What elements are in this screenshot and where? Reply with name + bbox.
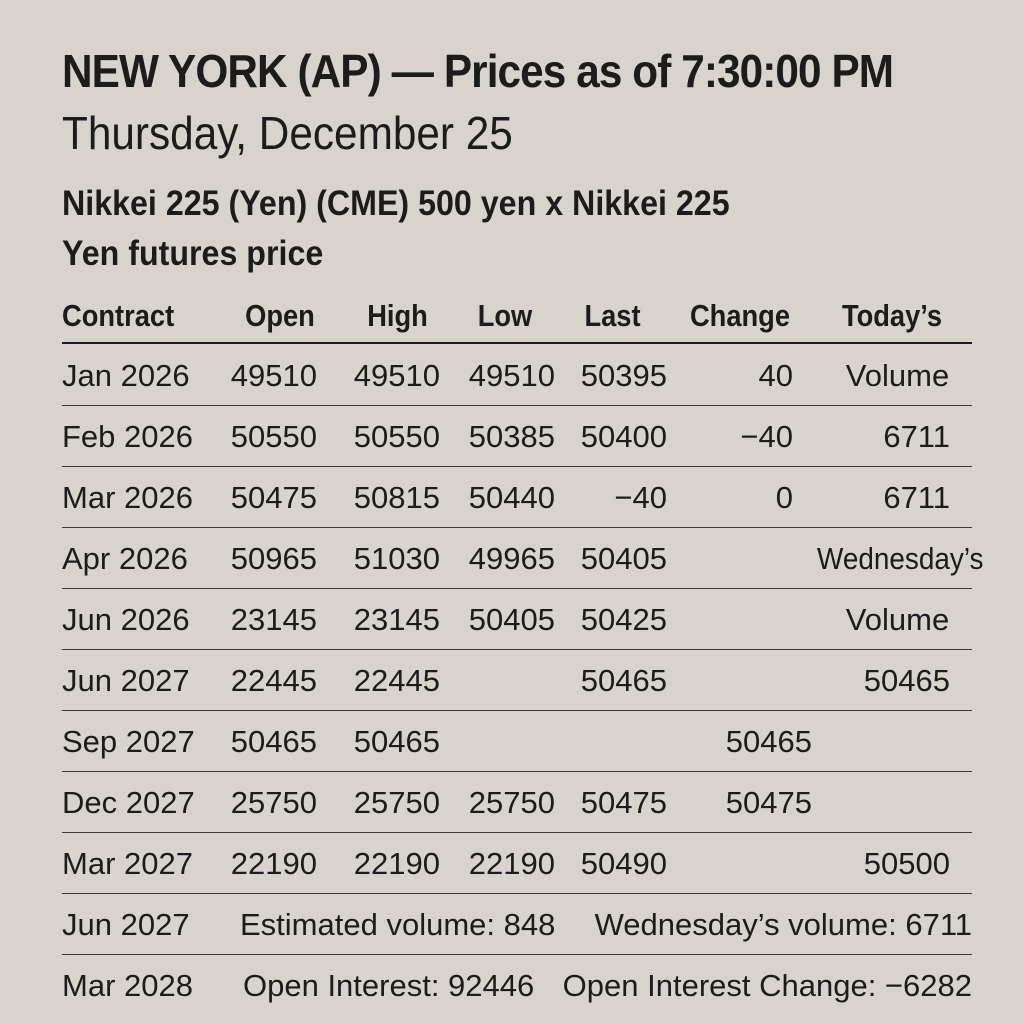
table-cell-open: 50475 <box>230 480 317 515</box>
table-cell-contract: Jan 2026 <box>62 358 190 393</box>
table-cell-high: 50815 <box>353 480 440 515</box>
column-header-change: Change <box>689 298 791 333</box>
table-cell-high: 22445 <box>353 663 440 698</box>
table-cell-low: 25750 <box>468 785 555 820</box>
table-cell-contract: Feb 2026 <box>62 419 193 454</box>
table-cell-todays: 6711 <box>883 419 950 454</box>
table-cell-todays: Wednesday’s <box>817 541 984 576</box>
table-cell-high: 51030 <box>353 541 440 576</box>
table-cell-contract: Jun 2027 <box>62 663 190 698</box>
table-cell-low: 50405 <box>468 602 555 637</box>
table-cell-open: 50465 <box>230 724 317 759</box>
table-cell-todays: 6711 <box>883 480 950 515</box>
footer-left-note: Estimated volume: 848 <box>240 907 556 942</box>
table-cell-high: 22190 <box>353 846 440 881</box>
table-cell-high: 25750 <box>353 785 440 820</box>
table-cell-last: 50465 <box>580 663 667 698</box>
table-cell-change: 50465 <box>725 724 812 759</box>
table-cell-change: 50475 <box>725 785 812 820</box>
table-cell-change: 0 <box>775 480 793 515</box>
dateline: Thursday, December 25 <box>62 107 513 159</box>
table-cell-todays: Volume <box>845 602 950 637</box>
row-rule <box>62 771 972 772</box>
table-cell-low: 22190 <box>468 846 555 881</box>
table-cell-open: 50965 <box>230 541 317 576</box>
table-cell-high: 50550 <box>353 419 440 454</box>
table-cell-open: 22190 <box>230 846 317 881</box>
footer-contract: Jun 2027 <box>62 907 190 942</box>
table-cell-open: 23145 <box>230 602 317 637</box>
footer-contract: Mar 2028 <box>62 968 193 1003</box>
table-cell-open: 22445 <box>230 663 317 698</box>
header-rule <box>62 342 972 344</box>
table-cell-low: 50440 <box>468 480 555 515</box>
table-cell-last: −40 <box>614 480 667 515</box>
contract-subtitle: Yen futures price <box>62 234 324 273</box>
table-cell-last: 50475 <box>580 785 667 820</box>
table-cell-low: 49510 <box>468 358 555 393</box>
row-rule <box>62 588 972 589</box>
column-header-high: High <box>367 298 428 333</box>
table-cell-open: 25750 <box>230 785 317 820</box>
column-header-todays: Today’s <box>841 298 943 333</box>
column-header-last: Last <box>584 298 641 333</box>
footer-right-note: Wednesday’s volume: 6711 <box>594 907 972 942</box>
footer-right-note: Open Interest Change: −6282 <box>562 968 972 1003</box>
table-cell-open: 50550 <box>230 419 317 454</box>
table-cell-contract: Apr 2026 <box>62 541 188 576</box>
row-rule <box>62 954 972 955</box>
row-rule <box>62 893 972 894</box>
row-rule <box>62 466 972 467</box>
row-rule <box>62 405 972 406</box>
footer-left-note: Open Interest: 92446 <box>243 968 535 1003</box>
row-rule <box>62 832 972 833</box>
table-cell-last: 50400 <box>580 419 667 454</box>
column-header-contract: Contract <box>62 298 175 333</box>
table-cell-last: 50395 <box>580 358 667 393</box>
table-cell-open: 49510 <box>230 358 317 393</box>
table-cell-contract: Mar 2027 <box>62 846 193 881</box>
row-rule <box>62 527 972 528</box>
table-cell-high: 49510 <box>353 358 440 393</box>
table-cell-last: 50405 <box>580 541 667 576</box>
column-header-low: Low <box>477 298 533 333</box>
table-cell-change: −40 <box>740 419 793 454</box>
table-cell-todays: 50465 <box>863 663 950 698</box>
headline: NEW YORK (AP) — Prices as of 7:30:00 PM <box>62 45 894 97</box>
table-cell-low: 49965 <box>468 541 555 576</box>
column-header-open: Open <box>245 298 315 333</box>
contract-title: Nikkei 225 (Yen) (CME) 500 yen x Nikkei … <box>62 184 730 223</box>
table-cell-todays: Volume <box>845 358 950 393</box>
table-cell-change: 40 <box>758 358 793 393</box>
table-cell-todays: 50500 <box>863 846 950 881</box>
row-rule <box>62 649 972 650</box>
table-cell-high: 23145 <box>353 602 440 637</box>
table-cell-low: 50385 <box>468 419 555 454</box>
table-cell-contract: Jun 2026 <box>62 602 190 637</box>
table-cell-contract: Mar 2026 <box>62 480 193 515</box>
table-cell-contract: Dec 2027 <box>62 785 195 820</box>
table-cell-high: 50465 <box>353 724 440 759</box>
table-cell-last: 50425 <box>580 602 667 637</box>
table-cell-last: 50490 <box>580 846 667 881</box>
row-rule <box>62 710 972 711</box>
table-cell-contract: Sep 2027 <box>62 724 195 759</box>
